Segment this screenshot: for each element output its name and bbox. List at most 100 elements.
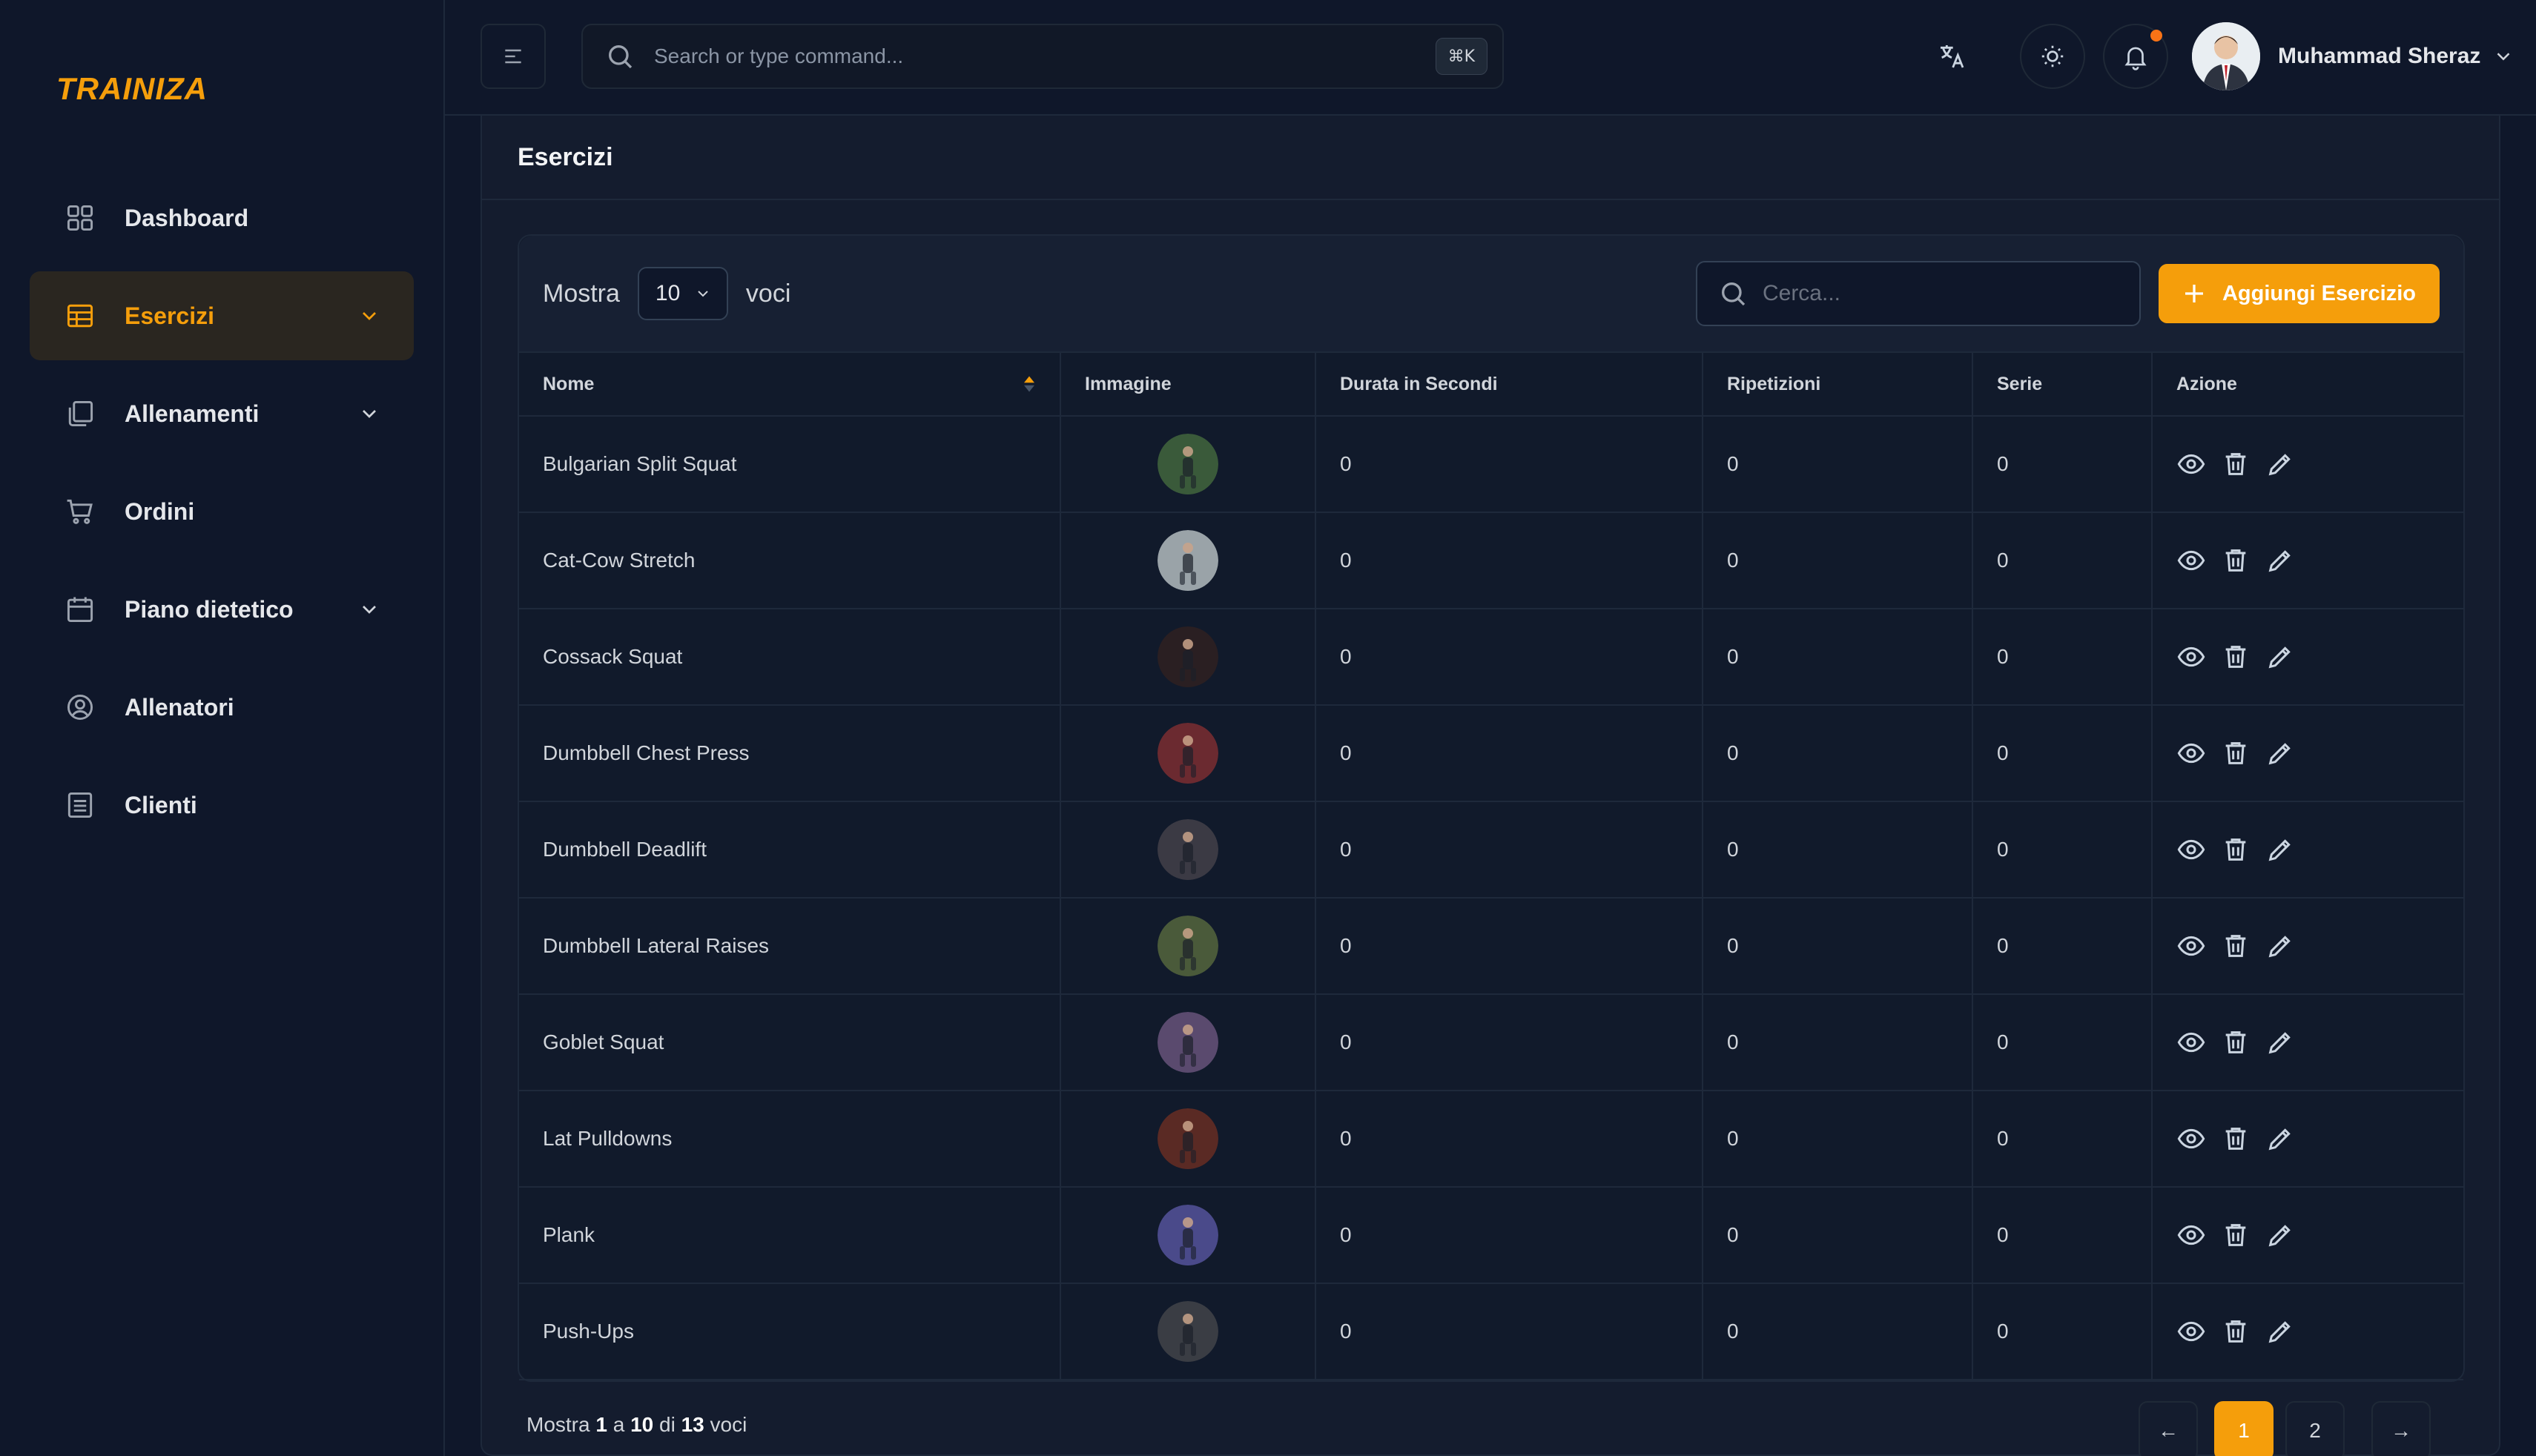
edit-icon[interactable] <box>2265 1124 2295 1154</box>
duration-cell: 0 <box>1315 801 1703 899</box>
edit-icon[interactable] <box>2265 931 2295 961</box>
delete-icon[interactable] <box>2221 1124 2251 1154</box>
sets-cell: 0 <box>1972 512 2152 609</box>
avatar-image <box>2192 22 2260 90</box>
exercise-name: Lat Pulldowns <box>519 1091 1060 1188</box>
exercise-thumbnail <box>1158 819 1218 880</box>
view-icon[interactable] <box>2176 1220 2206 1250</box>
table-row[interactable]: Lat Pulldowns 0 0 0 <box>519 1091 2463 1188</box>
table-row[interactable]: Dumbbell Deadlift 0 0 0 <box>519 801 2463 899</box>
next-page-button[interactable]: → <box>2371 1401 2431 1456</box>
view-icon[interactable] <box>2176 835 2206 864</box>
sidebar-item-piano-dietetico[interactable]: Piano dietetico <box>30 565 414 654</box>
delete-icon[interactable] <box>2221 546 2251 575</box>
delete-icon[interactable] <box>2221 738 2251 768</box>
table-row[interactable]: Cat-Cow Stretch 0 0 0 <box>519 512 2463 609</box>
column-header-sets: Serie <box>1972 351 2152 417</box>
actions-cell <box>2151 1187 2463 1284</box>
column-header-name[interactable]: Nome <box>519 351 1060 417</box>
brand-logo[interactable]: TRAINIZA <box>56 71 208 106</box>
sets-cell: 0 <box>1972 1091 2152 1188</box>
sidebar-item-label: Piano dietetico <box>125 595 294 623</box>
edit-icon[interactable] <box>2265 1220 2295 1250</box>
delete-icon[interactable] <box>2221 1317 2251 1346</box>
add-exercise-button[interactable]: Aggiungi Esercizio <box>2158 264 2440 323</box>
list-icon <box>67 792 93 818</box>
delete-icon[interactable] <box>2221 1220 2251 1250</box>
exercises-table: Nome Immagine Durata in Secondi Ripetizi… <box>519 351 2463 1380</box>
edit-icon[interactable] <box>2265 546 2295 575</box>
view-icon[interactable] <box>2176 449 2206 479</box>
sidebar-item-esercizi[interactable]: Esercizi <box>30 271 414 360</box>
table-row[interactable]: Plank 0 0 0 <box>519 1187 2463 1284</box>
table-row[interactable]: Cossack Squat 0 0 0 <box>519 609 2463 706</box>
sets-cell: 0 <box>1972 898 2152 995</box>
edit-icon[interactable] <box>2265 642 2295 672</box>
edit-icon[interactable] <box>2265 835 2295 864</box>
plus-icon <box>2185 285 2203 302</box>
reps-cell: 0 <box>1702 994 1972 1091</box>
chevron-down-icon <box>2497 53 2510 61</box>
sidebar-item-label: Dashboard <box>125 204 249 231</box>
delete-icon[interactable] <box>2221 835 2251 864</box>
table-row[interactable]: Goblet Squat 0 0 0 <box>519 994 2463 1091</box>
search-icon <box>609 45 633 69</box>
translate-icon <box>1941 45 1964 68</box>
edit-icon[interactable] <box>2265 738 2295 768</box>
prev-page-button[interactable]: ← <box>2139 1401 2198 1456</box>
view-icon[interactable] <box>2176 931 2206 961</box>
table-row[interactable]: Push-Ups 0 0 0 <box>519 1283 2463 1380</box>
exercise-name: Dumbbell Chest Press <box>519 705 1060 802</box>
sort-icon[interactable] <box>1023 374 1036 394</box>
user-menu[interactable]: Muhammad Sheraz <box>2192 22 2514 90</box>
page-button-2[interactable]: 2 <box>2285 1401 2345 1456</box>
exercise-name: Dumbbell Deadlift <box>519 801 1060 899</box>
theme-toggle-button[interactable] <box>2020 24 2085 89</box>
reps-cell: 0 <box>1702 801 1972 899</box>
edit-icon[interactable] <box>2265 449 2295 479</box>
command-search-input[interactable] <box>654 44 1436 68</box>
delete-icon[interactable] <box>2221 449 2251 479</box>
view-icon[interactable] <box>2176 1317 2206 1346</box>
sidebar: TRAINIZA Dashboard Esercizi Allenamenti … <box>0 0 445 1456</box>
copy-icon <box>68 400 93 427</box>
table-search-input[interactable] <box>1762 281 2119 306</box>
entries-select[interactable]: 10 <box>637 267 728 320</box>
sidebar-item-allenatori[interactable]: Allenatori <box>30 663 414 752</box>
actions-cell <box>2151 1091 2463 1188</box>
view-icon[interactable] <box>2176 1124 2206 1154</box>
exercise-image-cell <box>1060 1187 1315 1284</box>
edit-icon[interactable] <box>2265 1028 2295 1057</box>
table-row[interactable]: Dumbbell Lateral Raises 0 0 0 <box>519 898 2463 995</box>
sidebar-toggle-button[interactable] <box>481 24 546 89</box>
delete-icon[interactable] <box>2221 931 2251 961</box>
sidebar-item-ordini[interactable]: Ordini <box>30 467 414 556</box>
page-button-1[interactable]: 1 <box>2214 1401 2274 1456</box>
top-header: ⌘K Muhammad Sheraz <box>445 0 2536 116</box>
edit-icon[interactable] <box>2265 1317 2295 1346</box>
sidebar-item-dashboard[interactable]: Dashboard <box>30 173 414 262</box>
sidebar-item-allenamenti[interactable]: Allenamenti <box>30 369 414 458</box>
delete-icon[interactable] <box>2221 642 2251 672</box>
duration-cell: 0 <box>1315 1091 1703 1188</box>
table-row[interactable]: Dumbbell Chest Press 0 0 0 <box>519 705 2463 802</box>
exercise-thumbnail <box>1158 916 1218 976</box>
notifications-button[interactable] <box>2103 24 2168 89</box>
view-icon[interactable] <box>2176 642 2206 672</box>
exercise-image-cell <box>1060 705 1315 802</box>
view-icon[interactable] <box>2176 1028 2206 1057</box>
view-icon[interactable] <box>2176 738 2206 768</box>
chevron-down-icon <box>698 291 708 297</box>
sidebar-item-clienti[interactable]: Clienti <box>30 761 414 850</box>
sidebar-item-label: Allenamenti <box>125 400 260 427</box>
table-row[interactable]: Bulgarian Split Squat 0 0 0 <box>519 416 2463 513</box>
entries-label: voci <box>745 279 791 308</box>
shortcut-badge: ⌘K <box>1435 38 1487 75</box>
view-icon[interactable] <box>2176 546 2206 575</box>
avatar <box>2192 22 2260 90</box>
language-button[interactable] <box>1919 24 1984 89</box>
duration-cell: 0 <box>1315 1187 1703 1284</box>
user-name: Muhammad Sheraz <box>2278 44 2481 68</box>
sidebar-nav: Dashboard Esercizi Allenamenti Ordini Pi… <box>30 173 414 858</box>
delete-icon[interactable] <box>2221 1028 2251 1057</box>
